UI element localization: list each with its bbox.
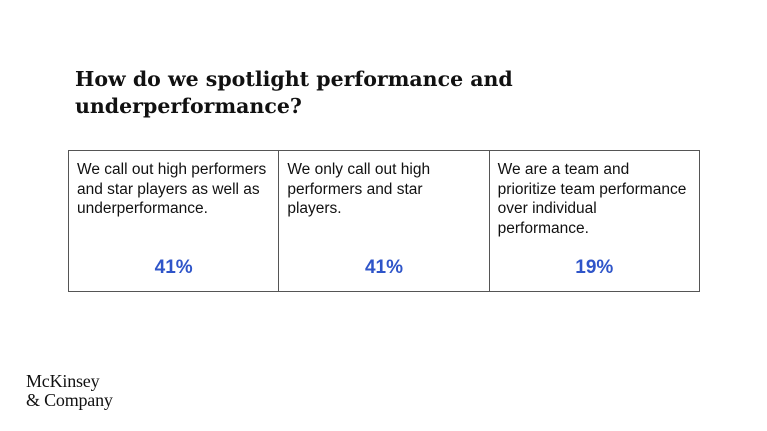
option-text: We call out high performers and star pla… (77, 161, 267, 217)
options-table: We call out high performers and star pla… (68, 150, 700, 292)
logo-line-1: McKinsey (26, 371, 100, 391)
option-cell-2: We only call out high performers and sta… (279, 151, 490, 291)
option-percentage: 19% (575, 257, 614, 278)
option-percentage: 41% (364, 257, 403, 278)
option-text: We only call out high performers and sta… (287, 161, 431, 217)
mckinsey-logo: McKinsey & Company (26, 372, 113, 410)
option-cell-3: We are a team and prioritize team perfor… (490, 151, 699, 291)
logo-line-2: & Company (26, 390, 113, 410)
option-percentage: 41% (154, 257, 193, 278)
option-cell-1: We call out high performers and star pla… (69, 151, 280, 291)
option-text: We are a team and prioritize team perfor… (497, 161, 687, 237)
slide-title: How do we spotlight performance and unde… (75, 67, 513, 118)
